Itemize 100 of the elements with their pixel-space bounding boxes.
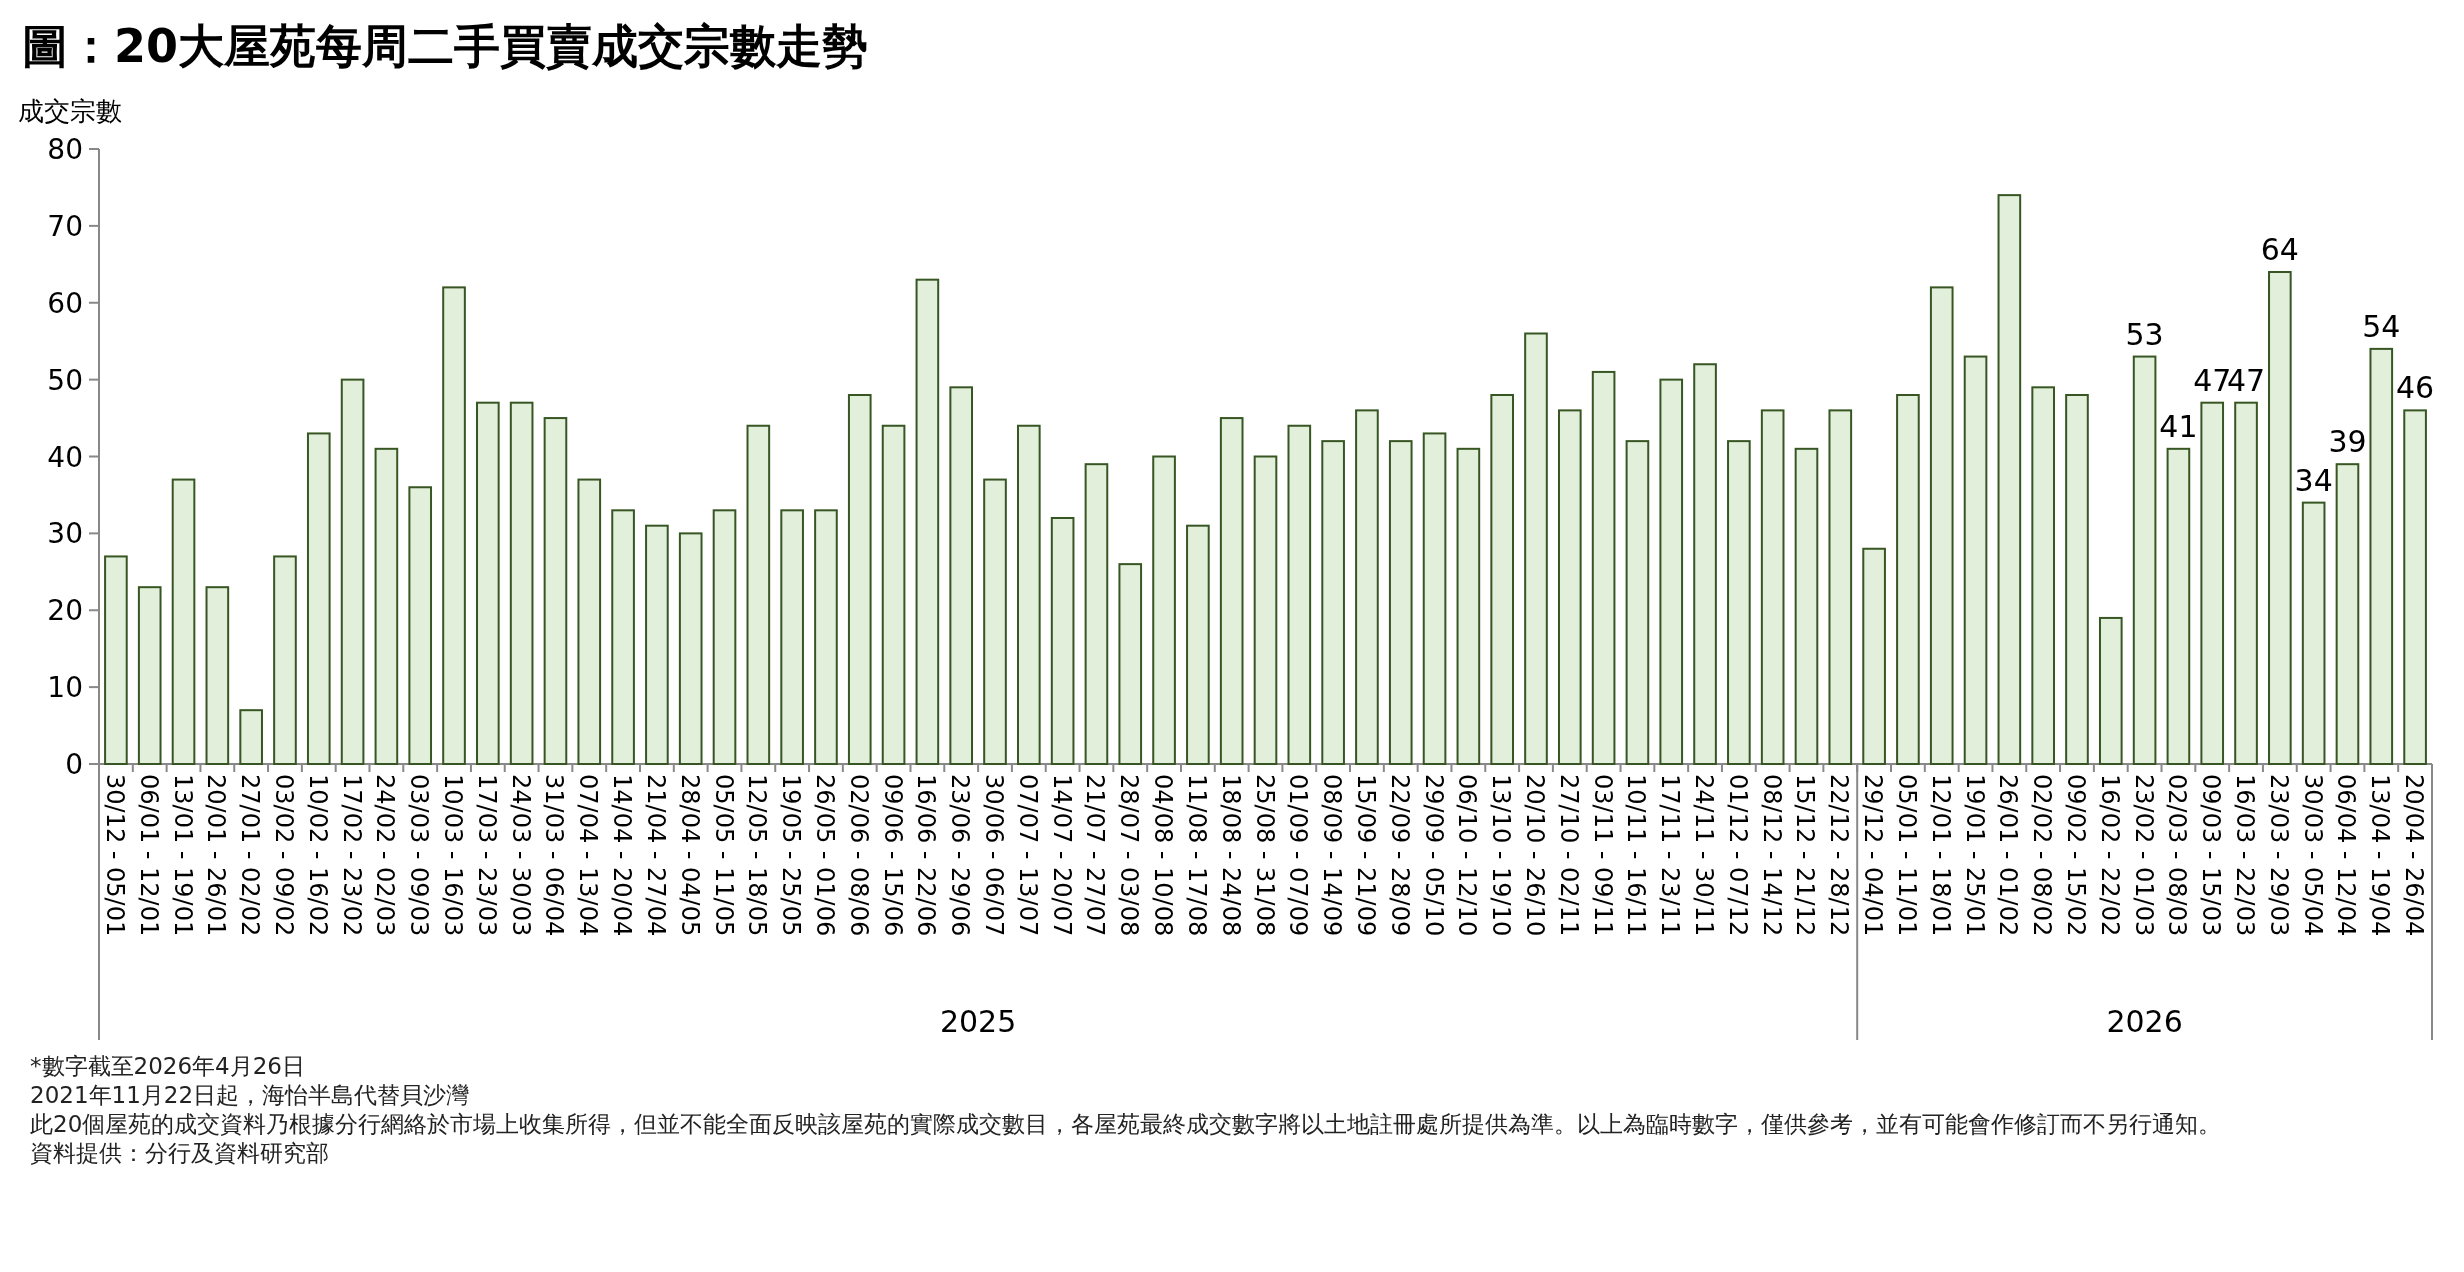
bar (1557, 409, 1582, 765)
bar (1524, 332, 1548, 765)
x-tick-label: 02/02 - 08/02 (2028, 774, 2057, 937)
x-tick-label: 26/05 - 01/06 (810, 774, 839, 937)
x-tick-label: 06/01 - 12/01 (134, 774, 163, 937)
bar (1050, 517, 1075, 765)
bar (104, 555, 128, 765)
x-tick-label: 27/10 - 02/11 (1554, 774, 1583, 937)
bar (171, 478, 196, 765)
bar (1862, 547, 1886, 765)
bar (2065, 394, 2089, 765)
bar (577, 478, 602, 765)
y-tick-label: 30 (47, 517, 83, 551)
x-tick-label: 22/12 - 28/12 (1825, 774, 1854, 937)
x-tick-label: 24/03 - 30/03 (506, 774, 535, 937)
x-tick-label: 13/04 - 19/04 (2366, 774, 2395, 937)
x-tick-label: 14/07 - 20/07 (1047, 774, 1076, 937)
bar (949, 386, 974, 765)
bar (847, 394, 872, 765)
bar (2098, 616, 2123, 765)
x-tick-label: 16/06 - 22/06 (912, 774, 941, 937)
data-label: 34 (2294, 462, 2333, 498)
bar (2132, 355, 2157, 765)
text: 此20個屋苑的成交資料乃根據分行網絡於市場上收集所得，但並不能全面反映該屋苑的實際成交數目，各屋苑最終成交數字將以土地註冊處所提供為準。以上為臨時數字，僅供參考，並有可能會作修訂而不另行通知。 (30, 1110, 2223, 1139)
x-tick-label: 01/09 - 07/09 (1284, 774, 1313, 937)
bar (678, 532, 703, 765)
bar (509, 401, 534, 765)
x-tick-label: 29/09 - 05/10 (1419, 774, 1448, 937)
bar (1794, 447, 1819, 765)
bar (611, 509, 635, 765)
bar (408, 486, 433, 765)
bar (2200, 401, 2225, 765)
bar (1186, 524, 1210, 765)
x-tick-label: 21/04 - 27/04 (641, 774, 670, 937)
x-tick-label: 28/07 - 03/08 (1115, 774, 1144, 937)
y-tick-label: 70 (47, 209, 83, 243)
x-tick-label: 05/01 - 11/01 (1892, 774, 1921, 937)
bar (306, 432, 331, 765)
bar (1118, 563, 1143, 765)
x-tick-label: 24/02 - 02/03 (371, 774, 400, 937)
x-tick-label: 23/02 - 01/03 (2129, 774, 2158, 937)
bar (239, 709, 263, 765)
x-tick-label: 03/02 - 09/02 (269, 774, 298, 937)
bar (983, 478, 1007, 765)
x-tick-label: 10/03 - 16/03 (439, 774, 468, 937)
text: 資料提供：分行及資料研究部 (30, 1139, 330, 1168)
x-tick-label: 13/01 - 19/01 (168, 774, 197, 937)
bar (442, 286, 466, 765)
x-tick-label: 28/04 - 04/05 (675, 774, 704, 937)
data-label: 64 (2260, 232, 2299, 267)
bar (1727, 440, 1751, 765)
x-tick-label: 07/07 - 13/07 (1013, 774, 1042, 937)
bar (1490, 394, 1514, 765)
x-tick-label: 13/10 - 19/10 (1487, 774, 1516, 937)
bar (340, 378, 365, 765)
x-tick-label: 23/03 - 29/03 (2264, 774, 2293, 937)
x-tick-label: 06/04 - 12/04 (2332, 774, 2361, 937)
x-tick-label: 05/05 - 11/05 (709, 774, 738, 937)
bar (2301, 501, 2326, 765)
bar (1997, 194, 2022, 765)
x-tick-label: 09/03 - 15/03 (2197, 774, 2226, 937)
bar (1152, 455, 1176, 765)
x-tick-label: 21/07 - 27/07 (1081, 774, 1110, 937)
x-tick-label: 10/11 - 16/11 (1622, 774, 1651, 937)
bar (780, 509, 804, 765)
x-tick-label: 11/08 - 17/08 (1182, 774, 1211, 937)
bar (915, 278, 940, 765)
bar (2335, 463, 2360, 765)
x-tick-label: 17/03 - 23/03 (472, 774, 501, 937)
x-tick-label: 16/02 - 22/02 (2095, 774, 2124, 937)
bar (2369, 347, 2394, 765)
bar (205, 586, 230, 765)
bar (1963, 355, 1988, 765)
x-tick-label: 15/09 - 21/09 (1351, 774, 1380, 937)
bar (1253, 455, 1278, 765)
x-tick-label: 18/08 - 24/08 (1216, 774, 1245, 937)
text: 2025 (939, 1004, 1017, 1039)
x-tick-label: 12/01 - 18/01 (1926, 774, 1955, 937)
x-tick-label: 22/09 - 28/09 (1385, 774, 1414, 937)
bar (1760, 409, 1785, 765)
bar (2166, 447, 2191, 765)
x-tick-label: 24/11 - 30/11 (1690, 774, 1719, 937)
bar (273, 555, 297, 765)
y-tick-label: 20 (47, 594, 83, 628)
bar (1321, 440, 1345, 765)
bar (1659, 378, 1684, 765)
bar (1219, 417, 1244, 765)
bar (1896, 394, 1920, 765)
bar (645, 524, 669, 765)
bar (543, 417, 568, 765)
x-tick-label: 15/12 - 21/12 (1791, 774, 1820, 937)
data-label: 46 (2396, 370, 2435, 406)
x-tick-label: 30/03 - 05/04 (2298, 774, 2327, 937)
x-tick-label: 14/04 - 20/04 (608, 774, 637, 937)
x-tick-label: 20/10 - 26/10 (1520, 774, 1549, 937)
bar (1355, 409, 1379, 765)
x-tick-label: 30/06 - 06/07 (980, 774, 1009, 937)
bar (1422, 432, 1447, 765)
x-tick-label: 27/01 - 02/02 (236, 774, 265, 937)
x-tick-label: 17/02 - 23/02 (337, 774, 366, 937)
